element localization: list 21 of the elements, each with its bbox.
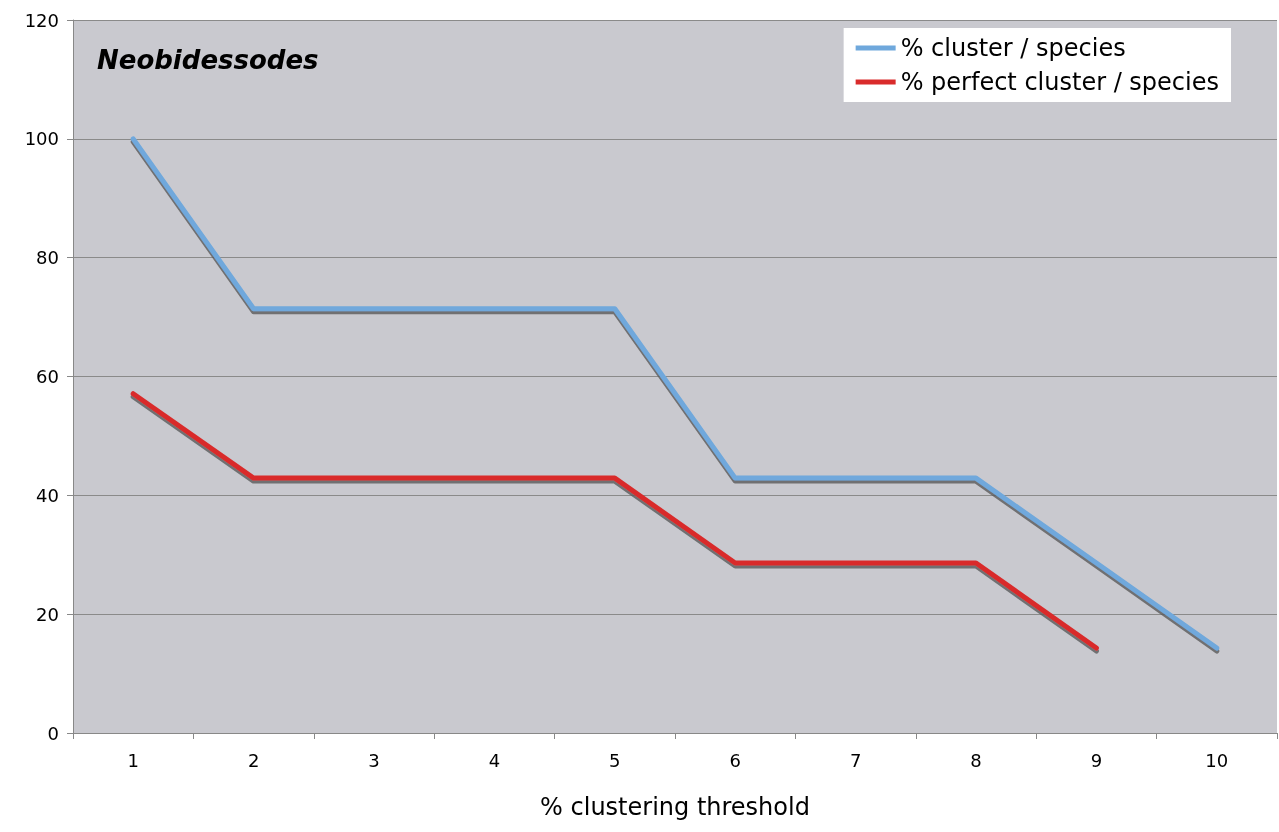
x-tick-label: 8 bbox=[970, 749, 982, 771]
y-tick-label: 100 bbox=[24, 128, 59, 150]
x-tick-label: 3 bbox=[368, 749, 380, 771]
y-tick-label: 40 bbox=[36, 484, 59, 506]
y-tick-label: 20 bbox=[36, 603, 59, 625]
x-axis-title: % clustering threshold bbox=[540, 793, 810, 821]
y-tick-label: 60 bbox=[36, 366, 59, 387]
x-tick-label: 5 bbox=[609, 749, 621, 771]
x-tick-label: 2 bbox=[247, 749, 260, 771]
y-tick-label: 120 bbox=[24, 9, 59, 31]
text: Neobidessodes bbox=[97, 45, 319, 75]
y-tick-label: 0 bbox=[47, 722, 59, 744]
y-tick-label: 80 bbox=[36, 247, 59, 269]
legend-label: % cluster / species bbox=[900, 34, 1126, 62]
x-tick-label: 9 bbox=[1090, 749, 1103, 771]
legend-label: % perfect cluster / species bbox=[900, 68, 1220, 96]
x-tick-label: 10 bbox=[1205, 749, 1229, 771]
x-tick-label: 4 bbox=[488, 749, 501, 771]
x-tick-label: 6 bbox=[729, 749, 741, 771]
x-tick-label: 1 bbox=[127, 749, 139, 771]
x-tick-label: 7 bbox=[849, 749, 862, 771]
